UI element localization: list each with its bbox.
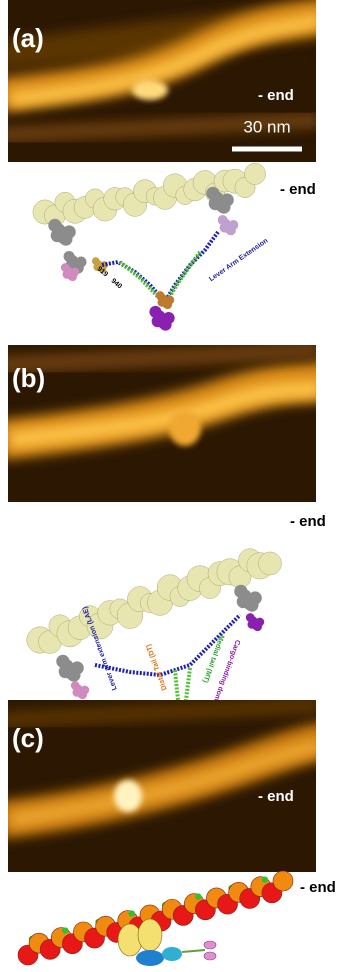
panel-label: (b)	[12, 363, 45, 393]
end-label: - end	[300, 879, 336, 896]
end-label: - end	[280, 181, 316, 198]
scale-bar-label: 30 nm	[243, 117, 290, 136]
light-chain	[225, 224, 235, 234]
panel-label: (a)	[12, 23, 44, 53]
molecular-model-c	[18, 871, 293, 966]
tropomyosin	[262, 876, 268, 882]
light-chain	[136, 950, 164, 966]
afm-image-c	[0, 700, 330, 872]
tropomyosin	[195, 893, 201, 899]
end-label: - end	[290, 513, 326, 530]
actin-subunit	[258, 552, 281, 575]
motor-head	[138, 919, 162, 951]
tropomyosin	[62, 927, 68, 933]
afm-image-b	[0, 345, 330, 502]
light-chain	[67, 271, 76, 280]
end-label: - end	[258, 87, 294, 104]
model-label: Lever Arm Extension	[208, 237, 269, 283]
tail	[182, 950, 205, 952]
distal-tail	[162, 299, 171, 308]
actin-subunit	[244, 163, 265, 184]
light-chain	[77, 689, 86, 698]
afm-image-a	[0, 0, 330, 162]
panel-label: (c)	[12, 723, 44, 753]
myosin-head	[65, 667, 78, 680]
myosin-head	[215, 199, 228, 212]
figure: (a) - end 30 nm - end Lever Arm Extensio…	[0, 0, 341, 972]
model-label: 940	[110, 278, 124, 291]
myosin-head	[57, 231, 70, 244]
molecular-model-a	[33, 163, 266, 330]
cargo-domain	[204, 952, 216, 960]
light-chain	[252, 621, 261, 630]
cargo-domain	[204, 941, 216, 949]
actin-subunit	[273, 871, 293, 891]
myosin-head	[243, 597, 256, 610]
end-label: - end	[258, 788, 294, 805]
light-chain	[162, 947, 182, 961]
cargo-domain	[158, 317, 170, 329]
tropomyosin	[129, 910, 135, 916]
model-label: Distal Tail (DT)	[145, 643, 168, 691]
